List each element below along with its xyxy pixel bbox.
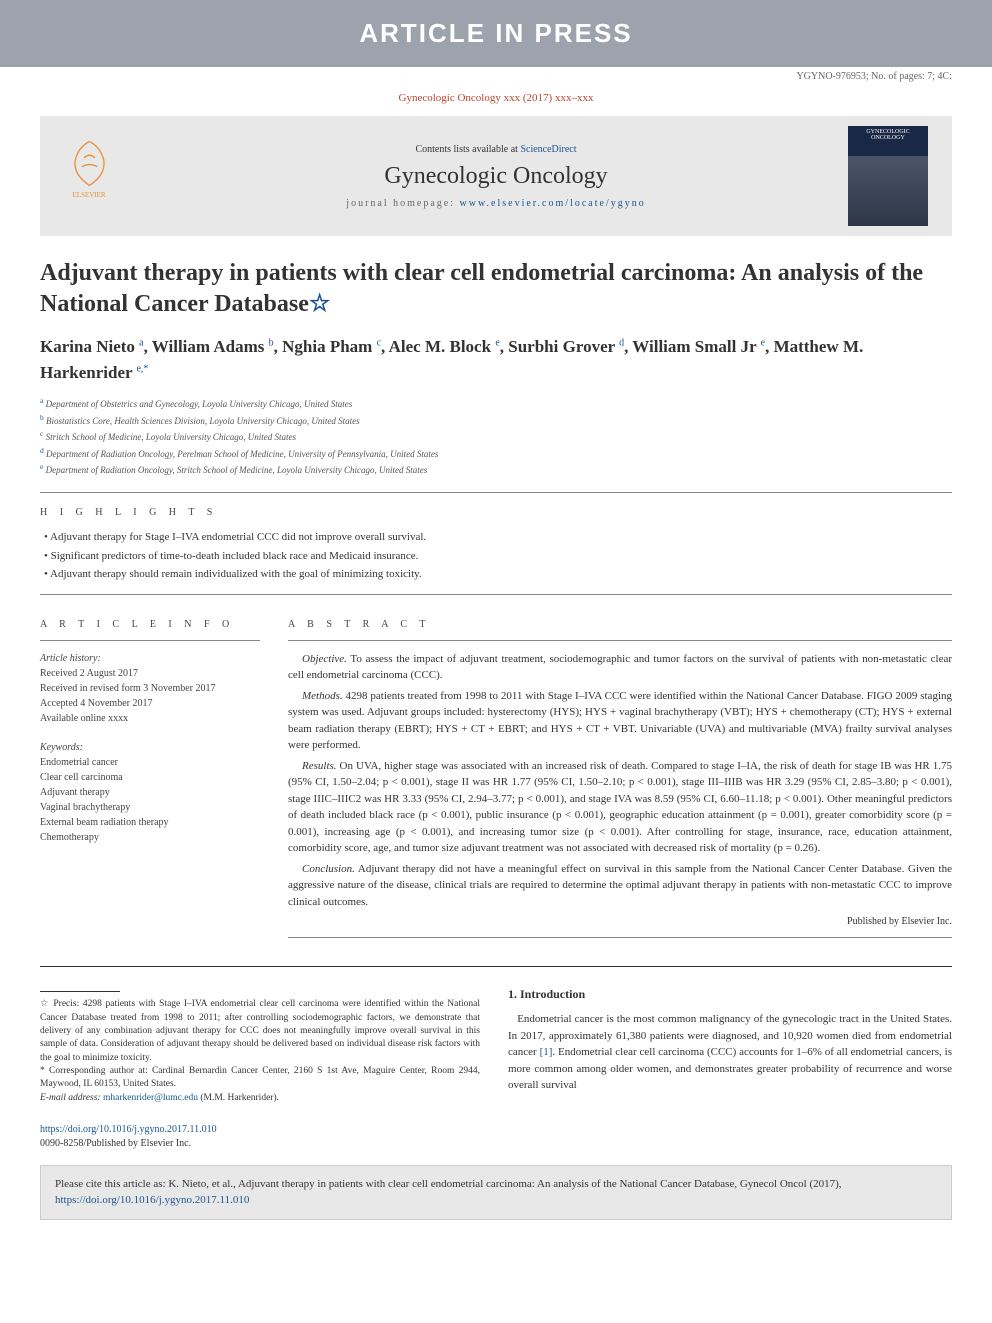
keywords-block: Keywords: Endometrial cancerClear cell c…: [40, 740, 260, 845]
affiliation-line: b Biostatistics Core, Health Sciences Di…: [40, 412, 952, 429]
footnote-rule: [40, 991, 120, 992]
precis-text: Precis: 4298 patients with Stage I–IVA e…: [40, 999, 480, 1062]
keyword-item: Clear cell carcinoma: [40, 770, 260, 785]
abstract-paragraph: Methods. 4298 patients treated from 1998…: [288, 688, 952, 754]
precis-star-link[interactable]: ☆: [309, 291, 331, 317]
affiliation-line: c Stritch School of Medicine, Loyola Uni…: [40, 428, 952, 445]
intro-ref-link[interactable]: [1]: [540, 1046, 553, 1058]
precis-star: ☆: [40, 999, 50, 1009]
history-line: Accepted 4 November 2017: [40, 696, 260, 711]
keyword-item: External beam radiation therapy: [40, 815, 260, 830]
doi-link[interactable]: https://doi.org/10.1016/j.ygyno.2017.11.…: [40, 1124, 217, 1135]
highlight-item: Adjuvant therapy for Stage I–IVA endomet…: [44, 528, 952, 547]
abstract-paragraph: Objective. To assess the impact of adjuv…: [288, 651, 952, 684]
keyword-item: Vaginal brachytherapy: [40, 800, 260, 815]
keyword-item: Endometrial cancer: [40, 755, 260, 770]
refcode: YGYNO-976953; No. of pages: 7; 4C:: [796, 71, 952, 82]
highlight-item: Significant predictors of time-to-death …: [44, 547, 952, 566]
corr-email-link[interactable]: mharkenrider@lumc.edu: [103, 1093, 198, 1103]
publisher-name: ELSEVIER: [72, 191, 105, 199]
cover-thumb-slot: GYNECOLOGIC ONCOLOGY: [848, 126, 938, 226]
separator: [288, 937, 952, 938]
citebox-prefix: Please cite this article as: K. Nieto, e…: [55, 1178, 842, 1190]
history-line: Received 2 August 2017: [40, 666, 260, 681]
keyword-item: Chemotherapy: [40, 830, 260, 845]
affiliations-list: a Department of Obstetrics and Gynecolog…: [40, 395, 952, 478]
journal-cover-thumbnail: GYNECOLOGIC ONCOLOGY: [848, 126, 928, 226]
sciencedirect-link[interactable]: ScienceDirect: [520, 144, 576, 155]
article-title: Adjuvant therapy in patients with clear …: [40, 258, 952, 320]
article-in-press-banner: ARTICLE IN PRESS: [0, 0, 992, 67]
highlights-label: H I G H L I G H T S: [40, 507, 952, 518]
separator: [40, 492, 952, 493]
intro-heading: 1. Introduction: [508, 985, 952, 1003]
refcode-row: YGYNO-976953; No. of pages: 7; 4C:: [40, 67, 952, 86]
affiliation-line: d Department of Radiation Oncology, Pere…: [40, 445, 952, 462]
affiliation-line: e Department of Radiation Oncology, Stri…: [40, 461, 952, 478]
cover-title: GYNECOLOGIC ONCOLOGY: [866, 129, 909, 141]
keyword-item: Adjuvant therapy: [40, 785, 260, 800]
contents-prefix: Contents lists available at: [415, 144, 520, 155]
issn-line: 0090-8258/Published by Elsevier Inc.: [40, 1138, 191, 1149]
article-history-block: Article history: Received 2 August 2017R…: [40, 651, 260, 726]
abstract-paragraph: Conclusion. Adjuvant therapy did not hav…: [288, 861, 952, 911]
publisher-logo-slot: ELSEVIER: [54, 136, 144, 216]
full-separator: [40, 966, 952, 967]
abstract-label: A B S T R A C T: [288, 619, 952, 630]
doi-block: https://doi.org/10.1016/j.ygyno.2017.11.…: [40, 1123, 480, 1151]
email-author: (M.M. Harkenrider).: [200, 1093, 279, 1103]
published-by-line: Published by Elsevier Inc.: [288, 916, 952, 927]
homepage-link[interactable]: www.elsevier.com/locate/ygyno: [460, 198, 646, 209]
affiliation-line: a Department of Obstetrics and Gynecolog…: [40, 395, 952, 412]
corr-text: Corresponding author at: Cardinal Bernar…: [40, 1066, 480, 1089]
footnotes-column: ☆ Precis: 4298 patients with Stage I–IVA…: [40, 985, 480, 1150]
journal-name: Gynecologic Oncology: [144, 163, 848, 190]
citation-box: Please cite this article as: K. Nieto, e…: [40, 1165, 952, 1220]
keywords-label: Keywords:: [40, 740, 260, 755]
email-label: E-mail address:: [40, 1093, 101, 1103]
homepage-line: journal homepage: www.elsevier.com/locat…: [144, 198, 848, 209]
contents-available-line: Contents lists available at ScienceDirec…: [144, 144, 848, 155]
corr-star: *: [40, 1066, 45, 1076]
author-list: Karina Nieto a, William Adams b, Nghia P…: [40, 334, 952, 385]
title-text: Adjuvant therapy in patients with clear …: [40, 260, 923, 317]
abstract-body: Objective. To assess the impact of adjuv…: [288, 651, 952, 911]
article-info-label: A R T I C L E I N F O: [40, 619, 260, 630]
separator: [40, 594, 952, 595]
history-line: Received in revised form 3 November 2017: [40, 681, 260, 696]
intro-para-cont: . Endometrial clear cell carcinoma (CCC)…: [508, 1046, 952, 1091]
history-label: Article history:: [40, 651, 260, 666]
highlight-item: Adjuvant therapy should remain individua…: [44, 565, 952, 584]
elsevier-logo: ELSEVIER: [54, 136, 124, 216]
homepage-prefix: journal homepage:: [346, 198, 459, 209]
highlights-list: Adjuvant therapy for Stage I–IVA endomet…: [44, 528, 952, 584]
separator: [288, 640, 952, 641]
abstract-paragraph: Results. On UVA, higher stage was associ…: [288, 758, 952, 857]
journal-header-block: ELSEVIER Contents lists available at Sci…: [40, 116, 952, 236]
citation-line: Gynecologic Oncology xxx (2017) xxx–xxx: [40, 86, 952, 110]
introduction-column: 1. Introduction Endometrial cancer is th…: [508, 985, 952, 1150]
banner-text: ARTICLE IN PRESS: [359, 18, 632, 48]
separator: [40, 640, 260, 641]
citebox-doi-link[interactable]: https://doi.org/10.1016/j.ygyno.2017.11.…: [55, 1194, 249, 1206]
history-line: Available online xxxx: [40, 711, 260, 726]
